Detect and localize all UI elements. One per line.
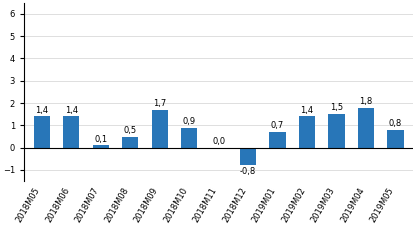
Text: 0,1: 0,1 [94, 135, 107, 144]
Bar [358, 108, 374, 148]
Bar [122, 136, 138, 148]
Bar [299, 116, 315, 148]
Bar [34, 116, 50, 148]
Text: 0,9: 0,9 [183, 117, 196, 126]
Bar [329, 114, 345, 148]
Text: 1,4: 1,4 [35, 106, 48, 115]
Text: 1,4: 1,4 [300, 106, 314, 115]
Text: 1,7: 1,7 [153, 99, 166, 108]
Bar [270, 132, 286, 148]
Bar [151, 110, 168, 148]
Text: 0,0: 0,0 [212, 137, 225, 146]
Text: 1,4: 1,4 [64, 106, 78, 115]
Bar [240, 148, 256, 165]
Text: 1,8: 1,8 [359, 97, 373, 106]
Text: 0,8: 0,8 [389, 119, 402, 128]
Text: -0,8: -0,8 [240, 167, 256, 176]
Text: 1,5: 1,5 [330, 104, 343, 112]
Text: 0,5: 0,5 [124, 126, 137, 135]
Bar [93, 146, 109, 148]
Text: 0,7: 0,7 [271, 121, 284, 130]
Bar [181, 128, 197, 148]
Bar [63, 116, 79, 148]
Bar [387, 130, 404, 148]
